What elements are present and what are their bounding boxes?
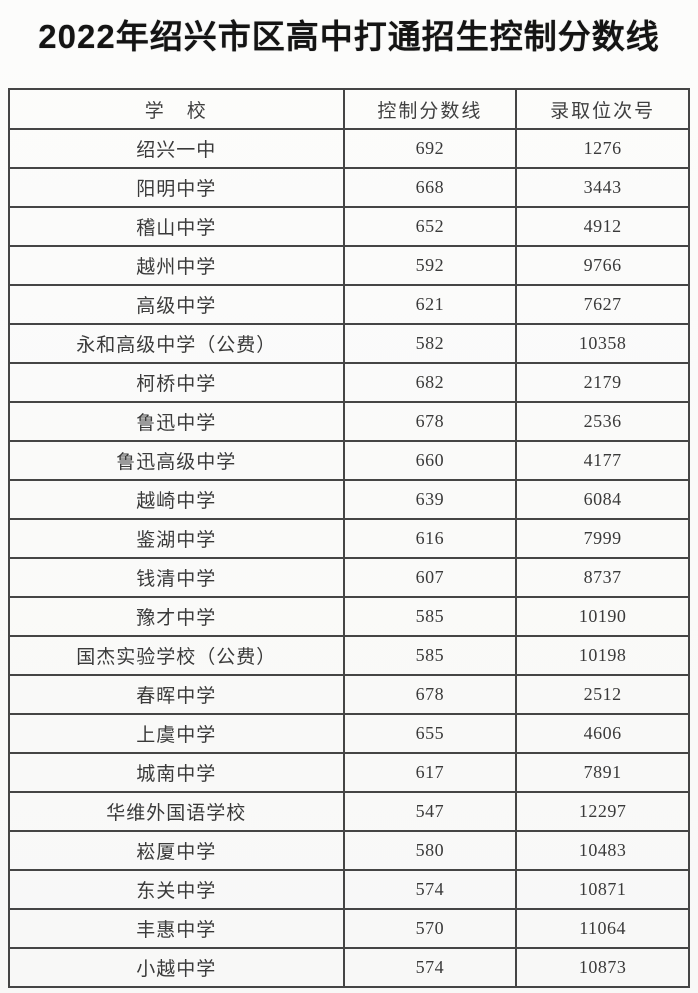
table-row: 崧厦中学 580 10483 (8, 830, 690, 871)
school-cell: 鉴湖中学 (8, 518, 345, 559)
rank-cell: 7627 (515, 284, 690, 325)
table-header: 学 校 控制分数线 录取位次号 (8, 88, 690, 130)
rank-cell: 7891 (515, 752, 690, 793)
rank-cell: 7999 (515, 518, 690, 559)
score-cell: 639 (342, 479, 518, 520)
rank-cell: 6084 (515, 479, 690, 520)
score-cell: 660 (342, 440, 518, 481)
school-cell: 稽山中学 (8, 206, 345, 247)
school-cell: 丰惠中学 (8, 908, 345, 949)
school-cell: 柯桥中学 (8, 362, 345, 403)
rank-cell: 2536 (515, 401, 690, 442)
school-cell: 华维外国语学校 (8, 791, 345, 832)
score-cell: 621 (342, 284, 518, 325)
score-cell: 580 (342, 830, 518, 871)
rank-cell: 2512 (515, 674, 690, 715)
score-cell: 678 (342, 401, 518, 442)
rank-cell: 8737 (515, 557, 690, 598)
table-row: 鲁迅中学 678 2536 (8, 401, 690, 442)
rank-cell: 10358 (515, 323, 690, 364)
rank-cell: 11064 (515, 908, 690, 949)
school-cell: 鲁迅中学 (8, 401, 345, 442)
column-header-score: 控制分数线 (342, 88, 518, 130)
school-cell: 东关中学 (8, 869, 345, 910)
score-cell: 682 (342, 362, 518, 403)
table-row: 越崎中学 639 6084 (8, 479, 690, 520)
rank-cell: 3443 (515, 167, 690, 208)
score-cell: 585 (342, 635, 518, 676)
school-cell: 越崎中学 (8, 479, 345, 520)
table-row: 绍兴一中 692 1276 (8, 128, 690, 169)
school-cell: 春晖中学 (8, 674, 345, 715)
score-cell: 655 (342, 713, 518, 754)
school-cell: 绍兴一中 (8, 128, 345, 169)
rank-cell: 2179 (515, 362, 690, 403)
table-body: 绍兴一中 692 1276 阳明中学 668 3443 稽山中学 652 491… (8, 128, 690, 988)
table-row: 柯桥中学 682 2179 (8, 362, 690, 403)
rank-cell: 9766 (515, 245, 690, 286)
score-cell: 607 (342, 557, 518, 598)
score-cell: 574 (342, 947, 518, 988)
table-row: 永和高级中学（公费） 582 10358 (8, 323, 690, 364)
score-cell: 592 (342, 245, 518, 286)
table-row: 小越中学 574 10873 (8, 947, 690, 988)
school-cell: 鲁迅高级中学 (8, 440, 345, 481)
table-row: 国杰实验学校（公费） 585 10198 (8, 635, 690, 676)
rank-cell: 1276 (515, 128, 690, 169)
score-cell: 574 (342, 869, 518, 910)
table-row: 丰惠中学 570 11064 (8, 908, 690, 949)
score-cell: 616 (342, 518, 518, 559)
school-cell: 国杰实验学校（公费） (8, 635, 345, 676)
rank-cell: 10871 (515, 869, 690, 910)
score-cell: 585 (342, 596, 518, 637)
page-title: 2022年绍兴市区高中打通招生控制分数线 (38, 18, 660, 55)
score-cell: 678 (342, 674, 518, 715)
score-cell: 570 (342, 908, 518, 949)
rank-cell: 4606 (515, 713, 690, 754)
rank-cell: 10483 (515, 830, 690, 871)
score-cell: 668 (342, 167, 518, 208)
table-row: 鉴湖中学 616 7999 (8, 518, 690, 559)
score-cell: 547 (342, 791, 518, 832)
score-cell: 692 (342, 128, 518, 169)
score-cell: 652 (342, 206, 518, 247)
table-row: 高级中学 621 7627 (8, 284, 690, 325)
table-row: 东关中学 574 10871 (8, 869, 690, 910)
table-row: 上虞中学 655 4606 (8, 713, 690, 754)
table-row: 城南中学 617 7891 (8, 752, 690, 793)
rank-cell: 10198 (515, 635, 690, 676)
table-row: 鲁迅高级中学 660 4177 (8, 440, 690, 481)
school-cell: 豫才中学 (8, 596, 345, 637)
school-cell: 永和高级中学（公费） (8, 323, 345, 364)
school-cell: 阳明中学 (8, 167, 345, 208)
score-cell: 582 (342, 323, 518, 364)
rank-cell: 10873 (515, 947, 690, 988)
school-cell: 城南中学 (8, 752, 345, 793)
table-row: 稽山中学 652 4912 (8, 206, 690, 247)
rank-cell: 10190 (515, 596, 690, 637)
rank-cell: 12297 (515, 791, 690, 832)
column-header-school: 学 校 (8, 88, 345, 130)
column-header-rank: 录取位次号 (515, 88, 690, 130)
rank-cell: 4177 (515, 440, 690, 481)
table-row: 华维外国语学校 547 12297 (8, 791, 690, 832)
rank-cell: 4912 (515, 206, 690, 247)
school-cell: 钱清中学 (8, 557, 345, 598)
school-cell: 上虞中学 (8, 713, 345, 754)
table-row: 钱清中学 607 8737 (8, 557, 690, 598)
score-cell: 617 (342, 752, 518, 793)
table-row: 春晖中学 678 2512 (8, 674, 690, 715)
school-cell: 小越中学 (8, 947, 345, 988)
school-cell: 崧厦中学 (8, 830, 345, 871)
school-cell: 高级中学 (8, 284, 345, 325)
header-row: 学 校 控制分数线 录取位次号 (8, 88, 690, 130)
score-table: 学 校 控制分数线 录取位次号 绍兴一中 692 1276 阳明中学 668 3… (8, 88, 690, 988)
table-row: 豫才中学 585 10190 (8, 596, 690, 637)
school-cell: 越州中学 (8, 245, 345, 286)
table-row: 阳明中学 668 3443 (8, 167, 690, 208)
table-row: 越州中学 592 9766 (8, 245, 690, 286)
